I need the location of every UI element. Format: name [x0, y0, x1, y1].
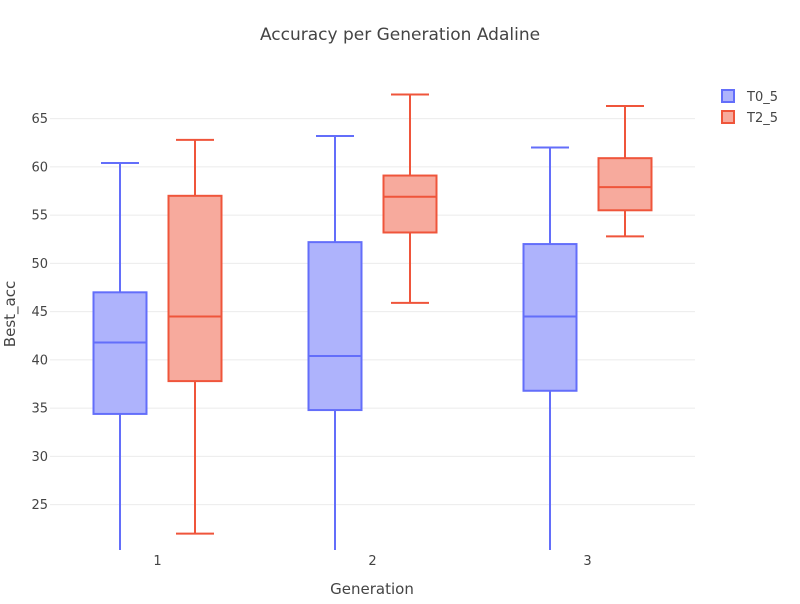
- y-tick-label: 65: [31, 112, 48, 127]
- box-T2_5-2: [382, 93, 438, 304]
- iqr-box: [92, 291, 148, 415]
- legend-swatch: [721, 89, 735, 103]
- x-axis-ticks: 1 2 3: [153, 554, 591, 569]
- box-T0_5-1: [92, 161, 148, 550]
- y-tick-label: 35: [31, 402, 48, 417]
- x-tick-label: 1: [153, 554, 161, 569]
- y-tick-label: 40: [31, 353, 48, 368]
- chart-title: Accuracy per Generation Adaline: [260, 25, 540, 45]
- x-tick-label: 3: [583, 554, 591, 569]
- iqr-box: [167, 194, 223, 383]
- box-T2_5-1: [167, 138, 223, 535]
- box-series: [92, 93, 653, 550]
- y-tick-label: 60: [31, 160, 48, 175]
- y-tick-label: 55: [31, 209, 48, 224]
- y-axis-ticks: 25 30 35 40 45 50 55 60 65: [31, 112, 48, 513]
- y-axis-title: Best_acc: [1, 281, 20, 347]
- legend-swatch: [721, 110, 735, 124]
- grid-lines: [50, 118, 695, 506]
- box-T2_5-3: [597, 105, 653, 238]
- y-tick-label: 30: [31, 450, 48, 465]
- legend-label: T0_5: [746, 90, 778, 105]
- legend-label: T2_5: [746, 111, 778, 126]
- box-T0_5-2: [307, 134, 363, 550]
- legend: T0_5 T2_5: [721, 89, 778, 126]
- x-axis-title: Generation: [330, 580, 414, 598]
- y-tick-label: 45: [31, 305, 48, 320]
- iqr-box: [597, 157, 653, 212]
- x-tick-label: 2: [368, 554, 376, 569]
- y-tick-label: 25: [31, 498, 48, 513]
- iqr-box: [307, 241, 363, 412]
- legend-item-T0_5: T0_5: [721, 89, 778, 105]
- y-tick-label: 50: [31, 257, 48, 272]
- box-T0_5-3: [522, 146, 578, 550]
- iqr-box: [382, 174, 438, 234]
- legend-item-T2_5: T2_5: [721, 110, 778, 126]
